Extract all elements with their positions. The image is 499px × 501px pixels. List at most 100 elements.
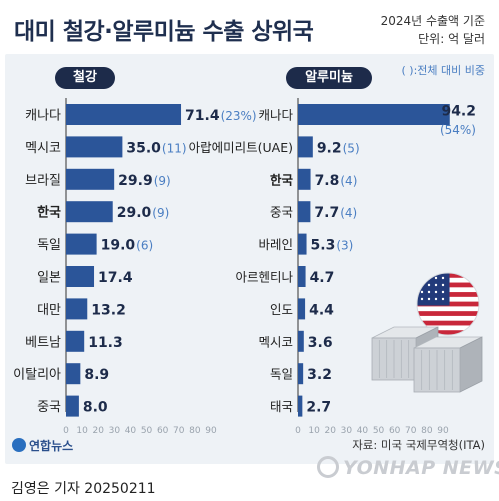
bar bbox=[66, 330, 85, 352]
category-label: 멕시코 bbox=[25, 141, 61, 156]
value-label: 11.3 bbox=[88, 335, 123, 351]
value-label: 5.3 bbox=[311, 238, 336, 254]
bar bbox=[66, 136, 123, 158]
tick-label: 40 bbox=[357, 426, 369, 436]
category-label: 캐나다 bbox=[258, 108, 293, 123]
share-label: (5) bbox=[343, 141, 360, 155]
bar bbox=[66, 363, 81, 385]
tick-label: 40 bbox=[125, 426, 137, 436]
bar bbox=[298, 201, 311, 223]
tick-label: 90 bbox=[437, 426, 449, 436]
tick-label: 80 bbox=[421, 426, 433, 436]
share-label: (4) bbox=[340, 174, 357, 188]
value-label: 71.4 bbox=[185, 108, 220, 124]
category-label: 베트남 bbox=[25, 335, 61, 350]
share-label: (23%) bbox=[221, 109, 257, 123]
tick-label: 50 bbox=[141, 426, 153, 436]
bar bbox=[66, 266, 95, 287]
aluminum-bar-chart: 0 10 20 30 40 50 60 70 80 90 캐나다 94.2 (54%) 아랍에미리트(UA… bbox=[189, 98, 476, 436]
share-note: ( ):전체 대비 비중 bbox=[401, 64, 486, 77]
value-label: 17.4 bbox=[98, 270, 133, 286]
tick-label: 60 bbox=[157, 426, 169, 436]
value-label: 35.0 bbox=[126, 140, 161, 156]
value-label: 4.4 bbox=[309, 302, 334, 318]
credit-line: 김영은 기자 20250211 bbox=[11, 481, 156, 497]
tick-label: 30 bbox=[109, 426, 121, 436]
category-label: 이탈리아 bbox=[13, 368, 61, 383]
category-label: 일본 bbox=[37, 271, 61, 286]
category-label: 캐나다 bbox=[25, 109, 61, 124]
tick-label: 0 bbox=[295, 426, 301, 436]
value-label: 13.2 bbox=[91, 302, 126, 318]
category-label: 바레인 bbox=[258, 237, 293, 252]
category-label: 중국 bbox=[270, 205, 293, 220]
tick-label: 20 bbox=[92, 426, 104, 436]
us-flag-icon bbox=[416, 272, 480, 336]
tick-label: 10 bbox=[76, 426, 88, 436]
bar bbox=[298, 363, 304, 385]
share-label: (9) bbox=[154, 174, 171, 188]
bar bbox=[298, 104, 450, 125]
share-label: (9) bbox=[152, 206, 169, 220]
value-label: 2.7 bbox=[306, 400, 331, 416]
basis-note: 2024년 수출액 기준 bbox=[380, 14, 485, 28]
bar bbox=[66, 168, 115, 190]
bar bbox=[298, 136, 313, 158]
share-label: (3) bbox=[336, 239, 353, 253]
value-label: 3.6 bbox=[308, 335, 333, 351]
value-label: 94.2 bbox=[441, 104, 476, 120]
tick-label: 20 bbox=[324, 426, 336, 436]
bar bbox=[66, 104, 182, 125]
bar bbox=[66, 298, 88, 320]
category-label: 한국 bbox=[37, 205, 61, 221]
tick-label: 80 bbox=[189, 426, 201, 436]
tick-label: 50 bbox=[373, 426, 385, 436]
category-label: 아랍에미리트(UAE) bbox=[189, 140, 293, 155]
source-note: 자료: 미국 국제무역청(ITA) bbox=[352, 438, 485, 452]
value-label: 8.9 bbox=[84, 367, 109, 383]
tick-label: 70 bbox=[405, 426, 417, 436]
share-label: (4) bbox=[340, 206, 357, 220]
category-label: 아르헨티나 bbox=[235, 270, 293, 285]
bar bbox=[66, 233, 97, 255]
steel-chart-title: 철강 bbox=[55, 67, 115, 89]
value-label: 3.2 bbox=[307, 367, 332, 383]
category-label: 독일 bbox=[37, 238, 61, 253]
watermark-ring-icon bbox=[317, 456, 339, 478]
value-label: 29.9 bbox=[118, 173, 153, 189]
tick-label: 60 bbox=[389, 426, 401, 436]
value-label: 8.0 bbox=[83, 400, 108, 416]
page-title: 대미 철강·알루미늄 수출 상위국 bbox=[14, 19, 314, 45]
category-label: 태국 bbox=[270, 399, 293, 414]
yonhap-logo-icon bbox=[12, 438, 26, 452]
aluminum-chart-title: 알루미늄 bbox=[286, 67, 372, 89]
bar bbox=[66, 395, 79, 417]
value-label: 7.7 bbox=[314, 205, 339, 221]
category-label: 대만 bbox=[37, 303, 61, 318]
category-label: 중국 bbox=[37, 400, 61, 415]
tick-label: 70 bbox=[173, 426, 185, 436]
bar bbox=[298, 298, 306, 320]
bar bbox=[298, 330, 304, 352]
category-label: 한국 bbox=[270, 172, 294, 187]
watermark-text: YONHAP NEWS bbox=[343, 457, 499, 479]
bar bbox=[298, 233, 307, 255]
share-label: (54%) bbox=[440, 123, 476, 137]
bar bbox=[298, 395, 303, 417]
tick-label: 30 bbox=[341, 426, 353, 436]
shipping-containers-icon bbox=[371, 326, 483, 393]
category-label: 멕시코 bbox=[258, 334, 293, 349]
tick-label: 0 bbox=[63, 426, 69, 436]
yonhap-logo: 연합뉴스 bbox=[12, 437, 73, 454]
steel-bar-chart: 0 10 20 30 40 50 60 70 80 90 캐나다 71.4 (23%) 멕시코 35.0 (1… bbox=[13, 98, 257, 436]
watermark: YONHAP NEWS bbox=[317, 456, 499, 479]
share-label: (11) bbox=[162, 141, 187, 155]
value-label: 19.0 bbox=[101, 238, 136, 254]
bar bbox=[298, 266, 306, 287]
share-label: (6) bbox=[136, 239, 153, 253]
category-label: 독일 bbox=[270, 367, 293, 382]
unit-note: 단위: 억 달러 bbox=[418, 32, 485, 46]
bar bbox=[66, 201, 113, 223]
value-label: 7.8 bbox=[315, 173, 340, 189]
